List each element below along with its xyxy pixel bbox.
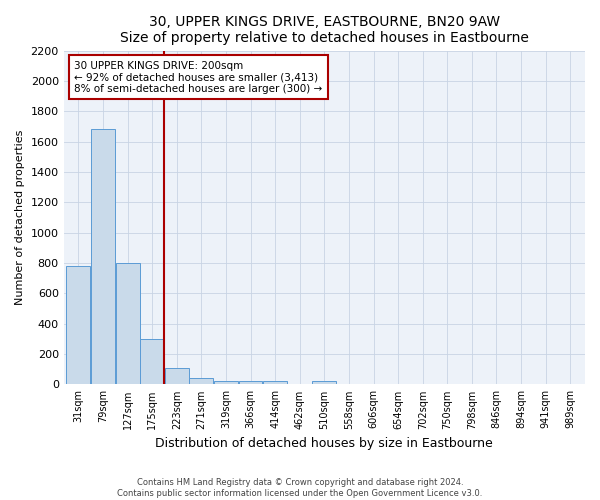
Bar bbox=[116, 263, 140, 384]
Bar bbox=[313, 382, 336, 384]
Y-axis label: Number of detached properties: Number of detached properties bbox=[15, 130, 25, 305]
Bar bbox=[239, 380, 262, 384]
Bar bbox=[190, 378, 214, 384]
Text: 30 UPPER KINGS DRIVE: 200sqm
← 92% of detached houses are smaller (3,413)
8% of : 30 UPPER KINGS DRIVE: 200sqm ← 92% of de… bbox=[74, 60, 322, 94]
Bar bbox=[263, 382, 287, 384]
Bar bbox=[91, 130, 115, 384]
Bar bbox=[67, 266, 91, 384]
X-axis label: Distribution of detached houses by size in Eastbourne: Distribution of detached houses by size … bbox=[155, 437, 493, 450]
Bar bbox=[140, 339, 164, 384]
Text: Contains HM Land Registry data © Crown copyright and database right 2024.
Contai: Contains HM Land Registry data © Crown c… bbox=[118, 478, 482, 498]
Bar bbox=[165, 368, 189, 384]
Bar bbox=[214, 380, 238, 384]
Title: 30, UPPER KINGS DRIVE, EASTBOURNE, BN20 9AW
Size of property relative to detache: 30, UPPER KINGS DRIVE, EASTBOURNE, BN20 … bbox=[120, 15, 529, 45]
